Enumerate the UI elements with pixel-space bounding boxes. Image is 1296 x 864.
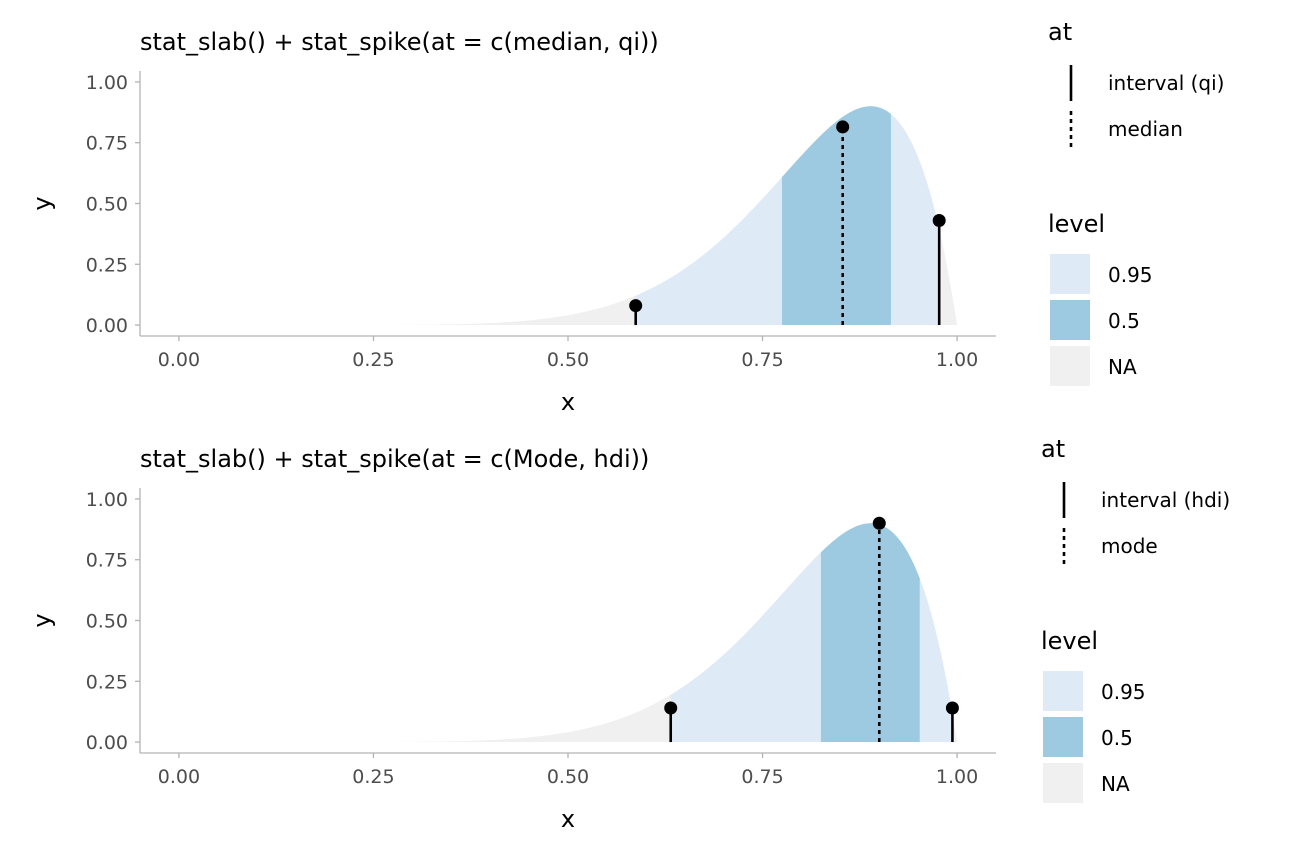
legend-level-label: 0.95 — [1108, 263, 1153, 287]
legend-key-swatch — [1050, 300, 1090, 340]
legend-at-label: interval (hdi) — [1101, 488, 1230, 512]
legend-level-title: level — [1041, 627, 1098, 655]
legend-at-label: mode — [1101, 534, 1158, 558]
legend-key-swatch — [1043, 671, 1083, 711]
y-tick-label: 0.75 — [86, 550, 128, 572]
spike-point — [872, 516, 886, 530]
spike-point — [932, 214, 946, 228]
x-axis-label: x — [561, 388, 575, 416]
chart-panel-2: 0.00 0.25 0.50 0.75 1.00 0.00 0.25 0.50 0.75 1.00… — [28, 435, 1230, 833]
legend-level-title: level — [1048, 210, 1105, 238]
slab-interval-0.5 — [782, 106, 891, 326]
x-tick-label: 0.25 — [352, 349, 394, 371]
x-tick-label: 1.00 — [936, 766, 978, 788]
legend-level-label: 0.95 — [1101, 680, 1146, 704]
legend-level-label: NA — [1101, 772, 1130, 796]
legend-level: level 0.95 0.5 NA — [1041, 627, 1146, 803]
spike-point — [945, 701, 959, 715]
y-axis-label: y — [28, 196, 56, 210]
y-tick-label: 0.75 — [86, 133, 128, 155]
y-tick-label: 0.25 — [86, 254, 128, 276]
x-tick-label: 0.00 — [158, 766, 200, 788]
y-tick-label: 0.25 — [86, 671, 128, 693]
legend-level-label: NA — [1108, 355, 1137, 379]
legend-level-label: 0.5 — [1101, 726, 1133, 750]
y-tick-label: 0.50 — [86, 194, 128, 216]
y-tick-label: 1.00 — [86, 72, 128, 94]
slab-interval-0.5 — [820, 523, 920, 743]
legend-at: at interval (hdi) mode — [1041, 435, 1230, 564]
legend-key-swatch — [1050, 254, 1090, 294]
y-tick-label: 0.00 — [86, 732, 128, 754]
legend-at-title: at — [1048, 18, 1072, 46]
legend-at-label: median — [1108, 117, 1183, 141]
legend-at: at interval (qi) median — [1048, 18, 1224, 147]
x-axis-label: x — [561, 805, 575, 833]
x-tick-label: 0.25 — [352, 766, 394, 788]
y-tick-label: 0.50 — [86, 611, 128, 633]
legend-level-label: 0.5 — [1108, 309, 1140, 333]
legend-at-title: at — [1041, 435, 1065, 463]
spike-point — [629, 299, 643, 313]
chart-title: stat_slab() + stat_spike(at = c(Mode, hd… — [140, 445, 649, 473]
x-tick-label: 0.75 — [741, 766, 783, 788]
spike-point — [664, 701, 678, 715]
legend-level: level 0.95 0.5 NA — [1048, 210, 1153, 386]
x-tick-label: 0.75 — [741, 349, 783, 371]
chart-panel-1: 0.00 0.25 0.50 0.75 1.00 0.00 0.25 0.50 0.75 1.00… — [28, 18, 1224, 416]
y-axis-label: y — [28, 613, 56, 627]
legend-at-label: interval (qi) — [1108, 71, 1224, 95]
legend-key-swatch — [1050, 346, 1090, 386]
x-tick-label: 0.50 — [547, 766, 589, 788]
legend-key-swatch — [1043, 763, 1083, 803]
chart-title: stat_slab() + stat_spike(at = c(median, … — [140, 28, 659, 56]
legend-key-swatch — [1043, 717, 1083, 757]
spike-point — [836, 120, 850, 134]
y-tick-label: 0.00 — [86, 315, 128, 337]
y-tick-label: 1.00 — [86, 489, 128, 511]
x-tick-label: 1.00 — [936, 349, 978, 371]
x-tick-label: 0.00 — [158, 349, 200, 371]
x-tick-label: 0.50 — [547, 349, 589, 371]
